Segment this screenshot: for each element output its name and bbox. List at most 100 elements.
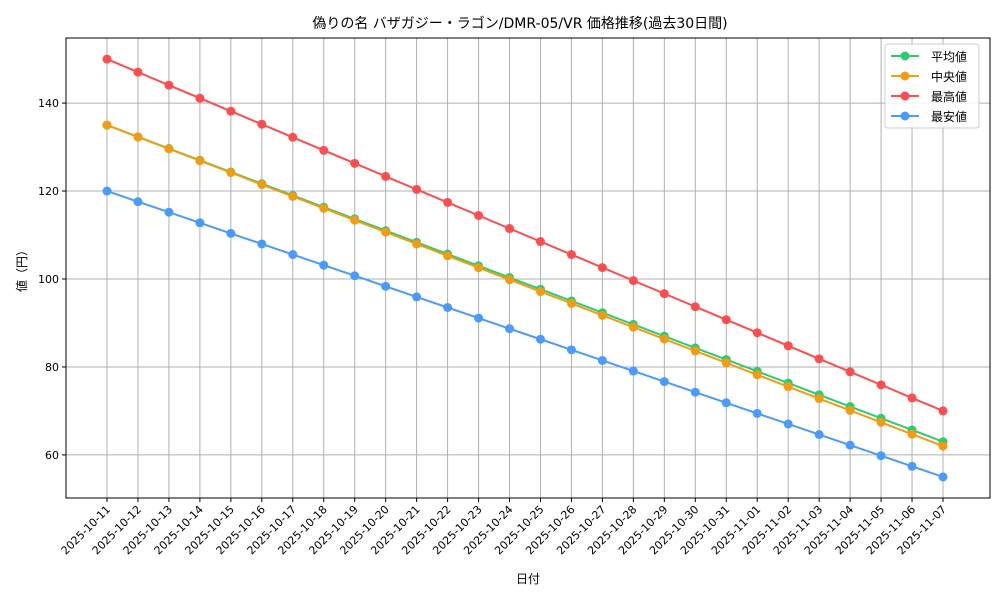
y-tick-label: 100 (38, 273, 59, 286)
plot-frame (65, 37, 991, 499)
legend-marker (900, 111, 910, 121)
data-point (257, 180, 267, 190)
data-point (845, 367, 855, 377)
data-point (938, 406, 948, 416)
data-point (597, 355, 607, 365)
chart-title: 偽りの名 バザガジー・ラゴン/DMR-05/VR 価格推移(過去30日間) (312, 15, 727, 32)
data-point (752, 408, 762, 418)
data-point (288, 250, 298, 260)
series-line-1 (106, 124, 944, 448)
legend-box (884, 43, 980, 129)
data-point (659, 289, 669, 299)
data-point (164, 80, 174, 90)
data-point (535, 237, 545, 247)
data-point (412, 184, 422, 194)
data-point (938, 441, 948, 451)
data-point (443, 251, 453, 261)
data-point (133, 67, 143, 77)
data-point (907, 393, 917, 403)
legend-label: 最高値 (931, 89, 967, 104)
x-axis-label: 日付 (516, 572, 540, 586)
data-point (597, 310, 607, 320)
data-point (721, 398, 731, 408)
data-point (443, 197, 453, 207)
data-point (319, 203, 329, 213)
data-point (659, 334, 669, 344)
data-point (257, 239, 267, 249)
data-point (350, 158, 360, 168)
data-point (443, 302, 453, 312)
data-point (381, 171, 391, 181)
data-point (133, 197, 143, 207)
y-tick-label: 120 (38, 185, 59, 198)
data-point (226, 168, 236, 178)
data-point (474, 263, 484, 273)
data-point (288, 132, 298, 142)
data-point (288, 191, 298, 201)
data-point (628, 322, 638, 332)
data-point (659, 377, 669, 387)
data-point (505, 275, 515, 285)
data-point (814, 394, 824, 404)
data-point (752, 328, 762, 338)
data-point (350, 271, 360, 281)
series-group (102, 54, 948, 482)
data-point (195, 218, 205, 228)
data-point (381, 281, 391, 291)
data-point (319, 145, 329, 155)
y-axis: 60 80 100 120 140 (38, 97, 66, 462)
data-point (535, 287, 545, 297)
data-point (752, 370, 762, 380)
data-point (133, 132, 143, 142)
data-point (319, 260, 329, 270)
series-line-3 (106, 190, 944, 478)
data-point (164, 207, 174, 217)
data-point (876, 417, 886, 427)
data-point (412, 292, 422, 302)
legend-marker (900, 91, 910, 101)
data-point (721, 315, 731, 325)
data-point (505, 224, 515, 234)
x-axis: 2025-10-112025-10-122025-10-132025-10-14… (59, 498, 949, 557)
data-point (628, 276, 638, 286)
data-point (814, 354, 824, 364)
data-point (938, 472, 948, 482)
y-axis-label: 値（円） (14, 244, 29, 292)
data-point (690, 302, 700, 312)
data-point (102, 54, 112, 64)
data-point (690, 387, 700, 397)
data-point (195, 93, 205, 103)
data-point (566, 298, 576, 308)
data-point (505, 324, 515, 334)
data-point (597, 263, 607, 273)
series-line-2 (106, 58, 944, 412)
data-point (876, 380, 886, 390)
y-tick-label: 80 (45, 361, 59, 374)
data-point (907, 429, 917, 439)
data-point (381, 227, 391, 237)
data-point (566, 345, 576, 355)
data-point (814, 430, 824, 440)
legend-marker (900, 51, 910, 61)
legend-label: 中央値 (931, 69, 967, 84)
data-point (721, 358, 731, 368)
data-point (474, 313, 484, 323)
data-point (102, 120, 112, 130)
data-point (195, 156, 205, 166)
data-point (907, 461, 917, 471)
data-point (257, 119, 267, 129)
data-point (845, 440, 855, 450)
data-point (412, 239, 422, 249)
legend-label: 最安値 (931, 109, 967, 124)
y-tick-label: 60 (45, 449, 59, 462)
data-point (783, 382, 793, 392)
legend-marker (900, 71, 910, 81)
data-point (164, 144, 174, 154)
data-point (783, 341, 793, 351)
y-tick-label: 140 (38, 97, 59, 110)
data-point (845, 405, 855, 415)
data-point (690, 346, 700, 356)
data-point (226, 106, 236, 116)
